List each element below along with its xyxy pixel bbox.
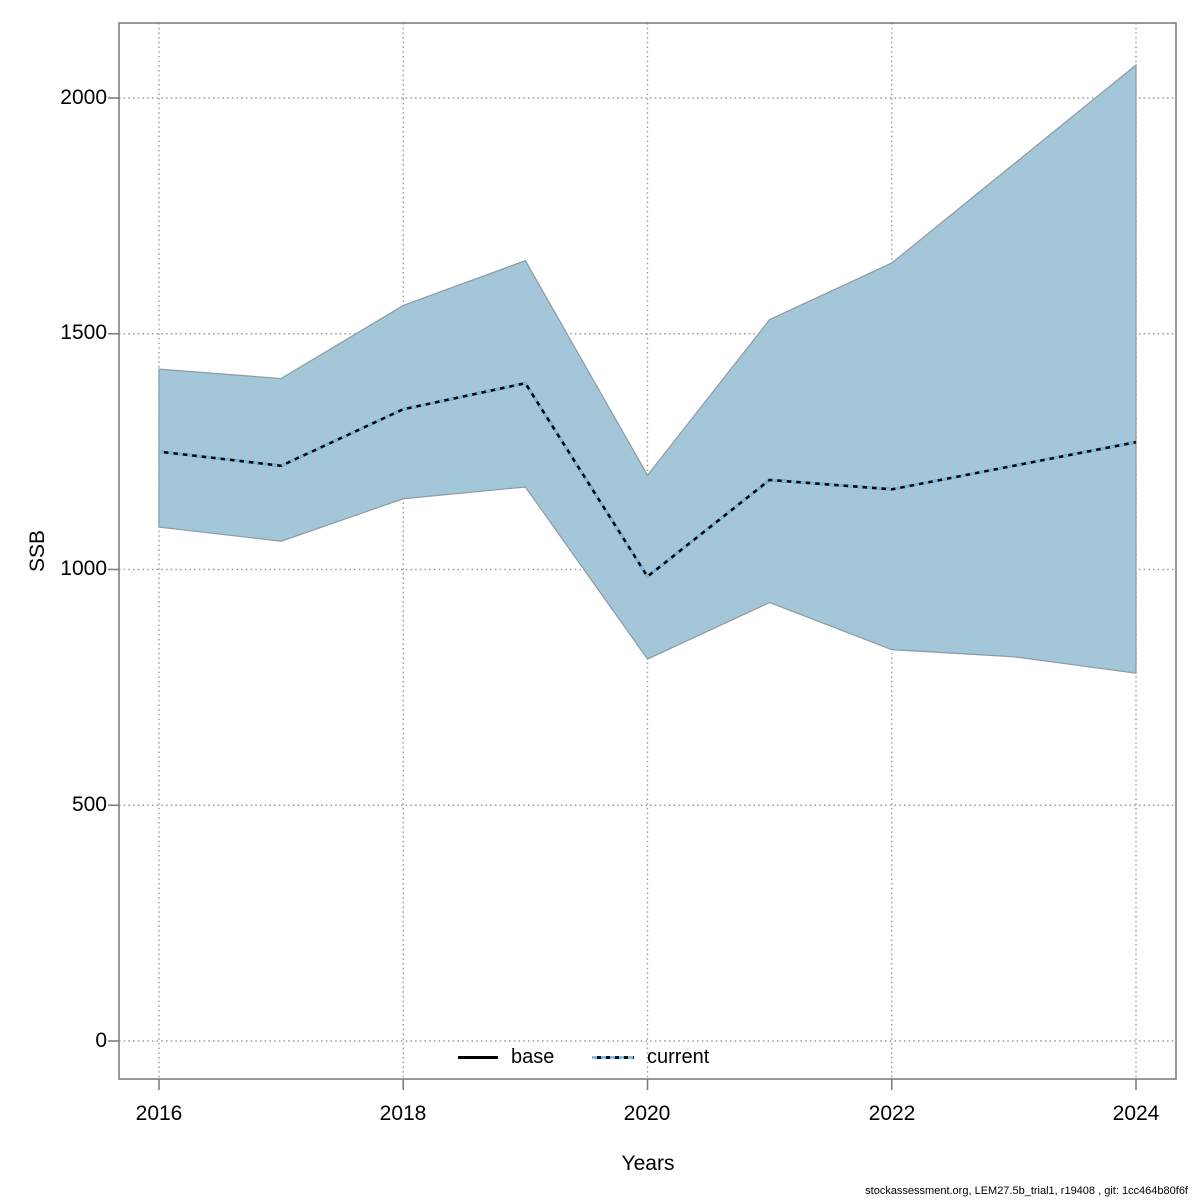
y-tick-0: 0	[95, 1029, 107, 1052]
y-axis-title: SSB	[26, 529, 49, 573]
footer-watermark: stockassessment.org, LEM27.5b_trial1, r1…	[865, 1185, 1188, 1197]
legend-base-line-sample	[458, 1056, 498, 1059]
x-tick-2024: 2024	[1112, 1102, 1160, 1125]
x-tick-2018: 2018	[379, 1102, 427, 1125]
x-axis-title: Years	[621, 1152, 675, 1175]
y-tick-500: 500	[71, 793, 107, 816]
legend-current-label: current	[647, 1046, 710, 1068]
y-tick-1000: 1000	[60, 557, 107, 580]
x-tick-2022: 2022	[868, 1102, 916, 1125]
y-tick-2000: 2000	[60, 86, 107, 109]
legend-current-line-sample	[592, 1056, 634, 1059]
y-tick-1500: 1500	[60, 321, 107, 344]
legend-base-label: base	[511, 1046, 555, 1068]
x-tick-2016: 2016	[135, 1102, 183, 1125]
x-tick-2020: 2020	[623, 1102, 671, 1125]
